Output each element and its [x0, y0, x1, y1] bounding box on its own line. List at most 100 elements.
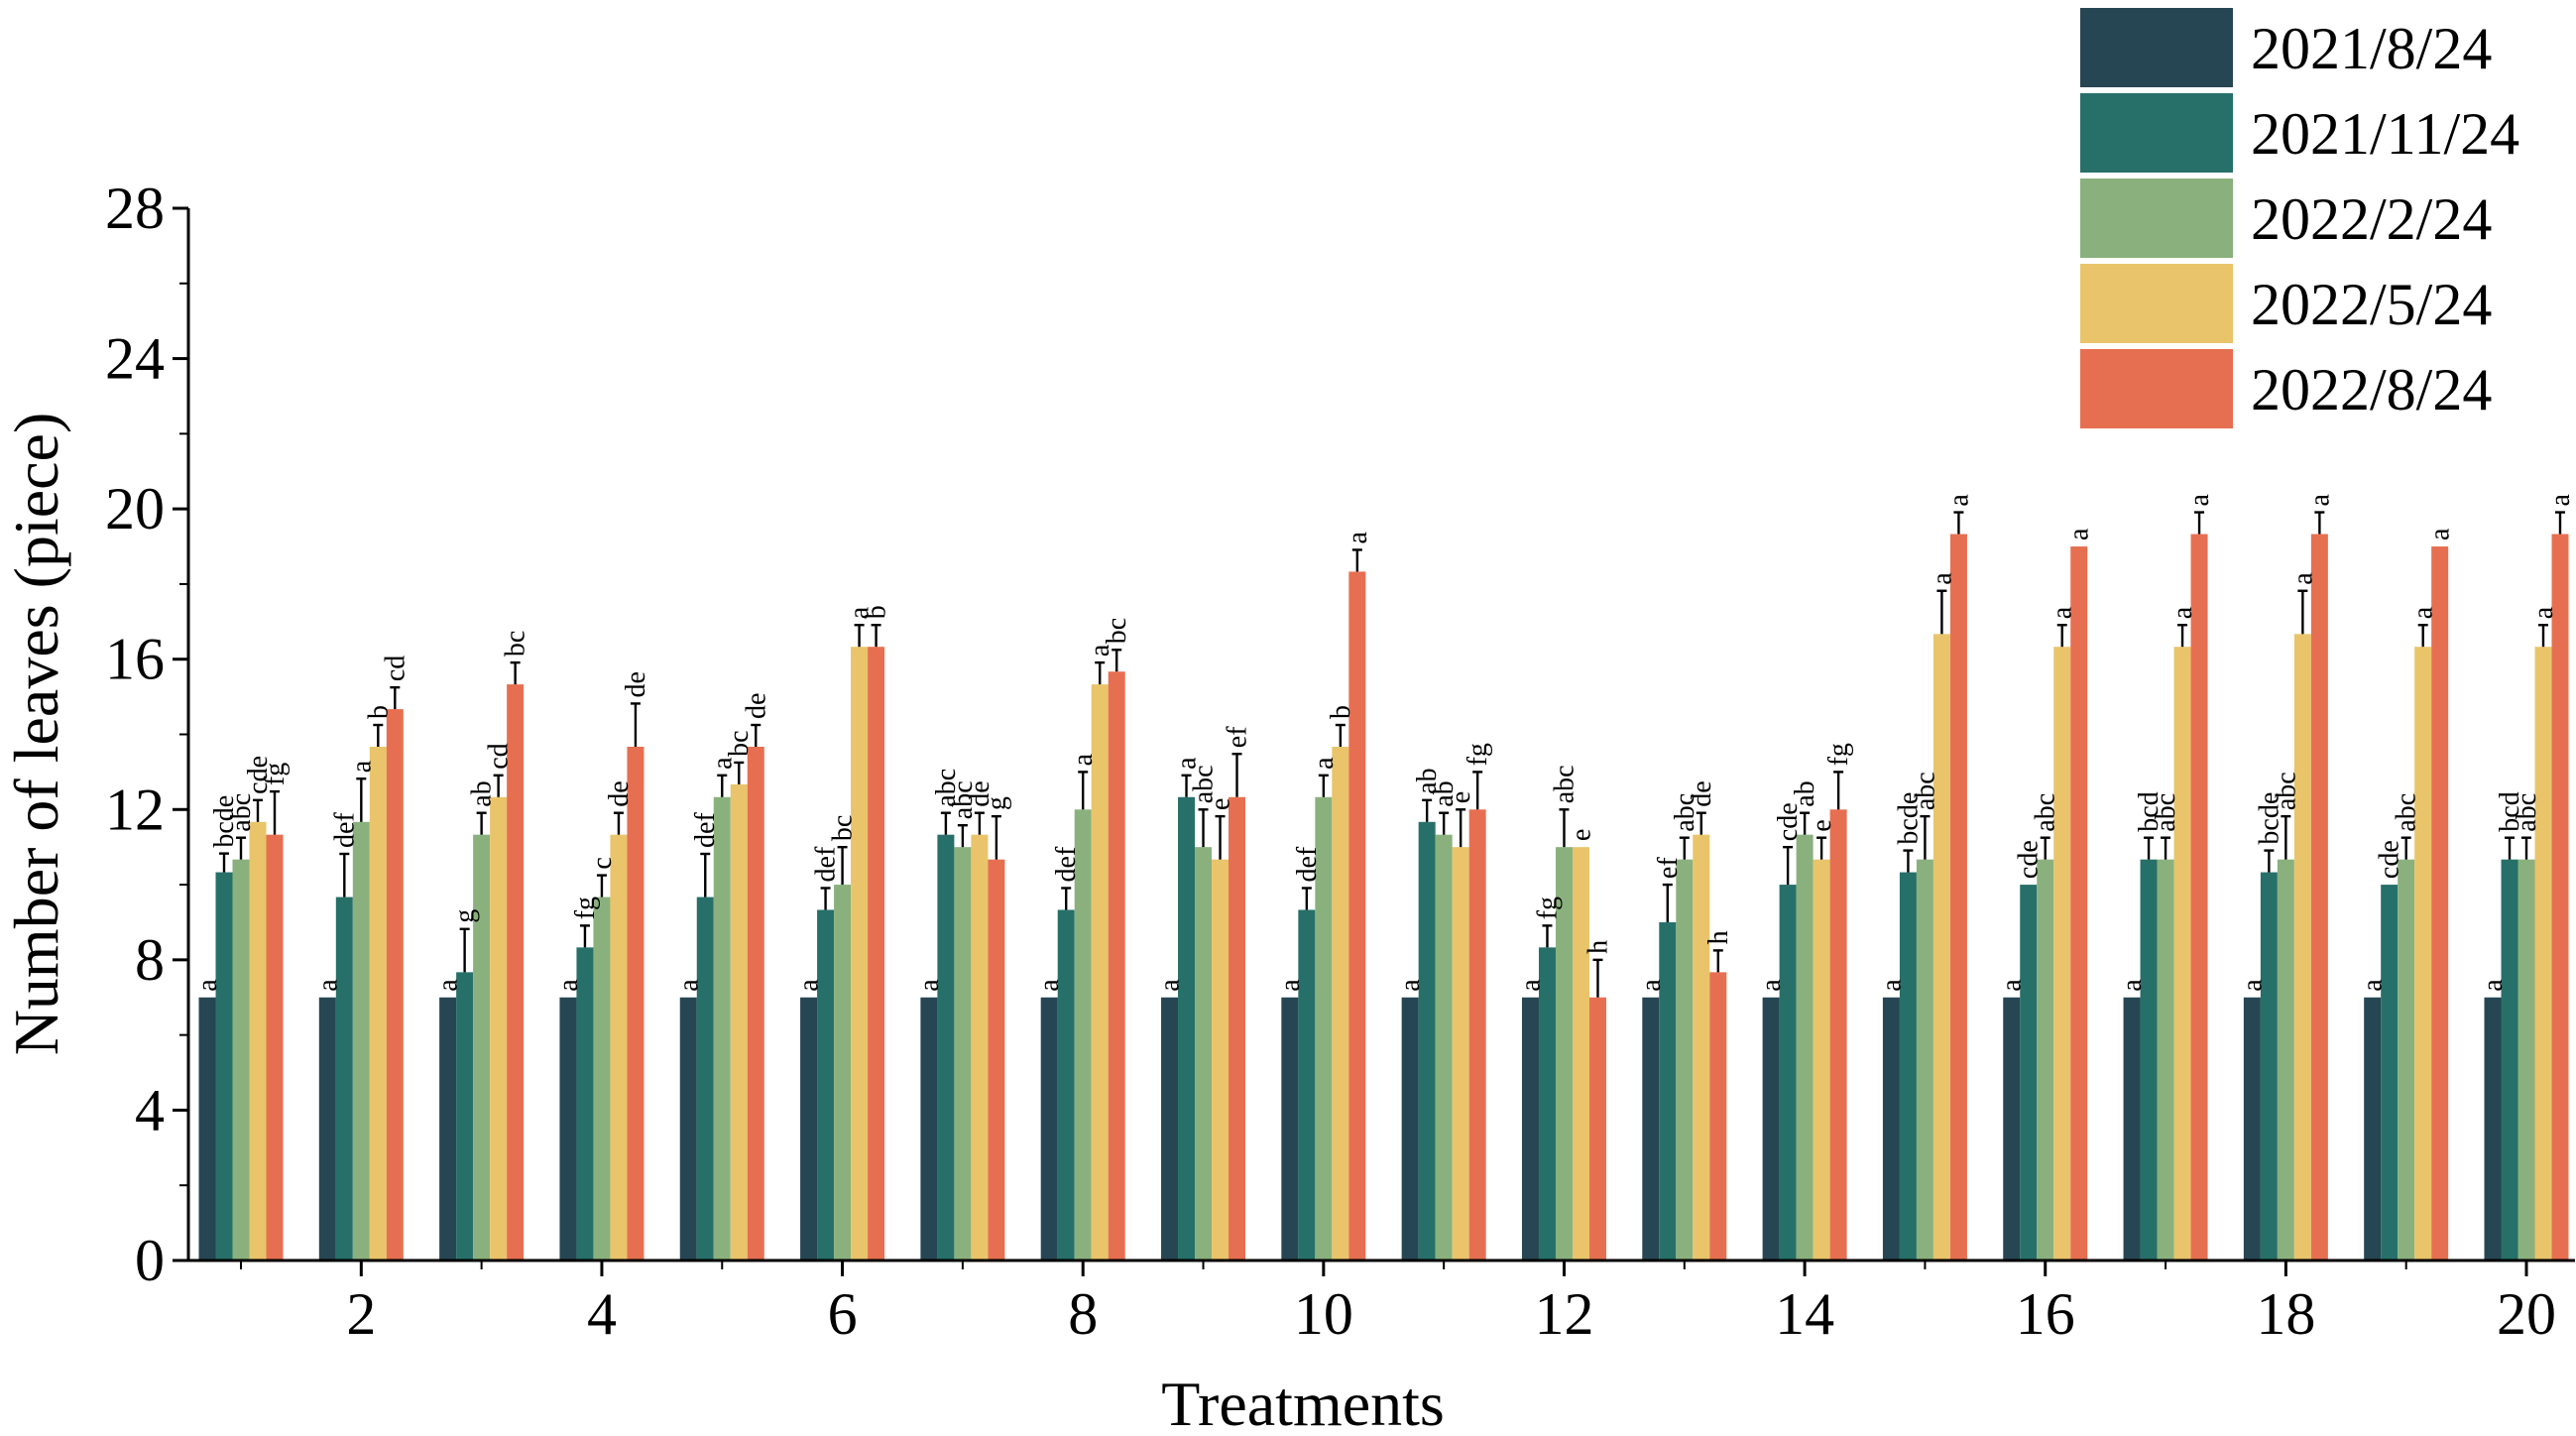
bar-t7-s3 — [954, 847, 972, 1260]
significance-letter-t18-s2: bcde — [2254, 792, 2284, 845]
bar-t4-s3 — [593, 897, 611, 1260]
x-tick-label-8: 8 — [1068, 1281, 1098, 1347]
significance-letter-t8-s4: a — [1085, 644, 1115, 657]
bar-t6-s3 — [834, 885, 852, 1260]
significance-letter-t12-s2: fg — [1532, 897, 1563, 919]
legend-label-1: 2021/8/24 — [2251, 16, 2492, 81]
bar-t9-s5 — [1229, 796, 1246, 1260]
bar-t8-s3 — [1074, 809, 1092, 1260]
x-tick-label-20: 20 — [2497, 1281, 2556, 1347]
legend-label-3: 2022/2/24 — [2251, 186, 2492, 252]
x-tick-label-4: 4 — [587, 1281, 617, 1347]
bar-t10-s1 — [1281, 997, 1299, 1260]
legend-swatch-3 — [2080, 179, 2233, 258]
significance-letter-t19-s5: a — [2425, 528, 2456, 540]
bar-t3-s3 — [473, 834, 491, 1260]
bar-t12-s4 — [1572, 847, 1589, 1260]
y-ticks-layer: 0 4 8 12 16 20 24 28 — [105, 176, 188, 1293]
bar-t1-s1 — [198, 997, 216, 1260]
y-tick-label-16: 16 — [105, 627, 165, 692]
bar-t14-s5 — [1829, 809, 1847, 1260]
significance-letter-t17-s3: abc — [2151, 793, 2181, 832]
y-tick-label-8: 8 — [135, 927, 165, 993]
bar-t7-s2 — [937, 834, 955, 1260]
legend-swatch-4 — [2080, 264, 2233, 343]
significance-letter-t5-s3: a — [707, 757, 738, 770]
x-tick-label-10: 10 — [1294, 1281, 1353, 1347]
significance-letter-t12-s1: a — [1515, 979, 1546, 992]
significance-letter-t4-s2: fg — [570, 897, 601, 919]
bar-t17-s2 — [2140, 859, 2158, 1260]
x-tick-label-12: 12 — [1534, 1281, 1593, 1347]
bar-t7-s4 — [971, 834, 989, 1260]
bar-t10-s2 — [1298, 909, 1316, 1260]
x-tick-label-14: 14 — [1775, 1281, 1834, 1347]
bar-t1-s2 — [215, 872, 233, 1260]
bar-t13-s4 — [1693, 834, 1710, 1260]
significance-letter-t12-s4: e — [1566, 829, 1596, 841]
significance-letter-t16-s5: a — [2064, 528, 2095, 540]
legend-swatch-5 — [2080, 349, 2233, 428]
bar-t14-s3 — [1796, 834, 1814, 1260]
legend-swatch-1 — [2080, 8, 2233, 87]
bar-t14-s4 — [1813, 859, 1830, 1260]
bar-t16-s3 — [2037, 859, 2054, 1260]
significance-letter-t1-s3: abc — [226, 793, 257, 832]
bar-t3-s4 — [490, 796, 508, 1260]
significance-letter-t19-s3: abc — [2392, 793, 2422, 832]
legend-label-2: 2021/11/24 — [2251, 101, 2519, 167]
significance-letter-t7-s1: a — [914, 979, 945, 992]
significance-letter-t10-s3: a — [1309, 757, 1340, 770]
bar-t10-s5 — [1348, 571, 1366, 1260]
significance-letter-t3-s4: cd — [484, 743, 515, 769]
bar-t8-s5 — [1108, 671, 1125, 1260]
significance-letter-t6-s4: a — [845, 606, 876, 619]
bar-t15-s2 — [1899, 872, 1917, 1260]
significance-letter-t2-s4: b — [363, 705, 394, 719]
bar-t5-s3 — [713, 796, 731, 1260]
significance-letter-t6-s5: b — [862, 605, 892, 619]
bar-t19-s2 — [2381, 885, 2399, 1260]
bar-t1-s5 — [266, 834, 284, 1260]
significance-letter-t19-s4: a — [2408, 606, 2439, 619]
bar-t15-s1 — [1882, 997, 1900, 1260]
significance-letter-t11-s4: e — [1446, 791, 1476, 803]
x-ticks-layer: 2 4 6 8 10 12 14 16 18 20 — [240, 1260, 2556, 1347]
bar-t2-s4 — [369, 747, 387, 1260]
x-axis-title: Treatments — [1161, 1369, 1445, 1431]
x-tick-label-16: 16 — [2016, 1281, 2075, 1347]
bar-t11-s3 — [1435, 834, 1453, 1260]
significance-letter-t15-s4: a — [1927, 572, 1957, 585]
significance-letter-t7-s3: abc — [948, 780, 979, 819]
significance-letter-t13-s3: abc — [1670, 793, 1700, 832]
significance-letter-t8-s5: bc — [1102, 618, 1132, 644]
significance-letter-t5-s5: de — [741, 693, 771, 719]
bar-t2-s3 — [352, 821, 370, 1260]
significance-letter-t15-s3: abc — [1910, 772, 1940, 810]
y-axis-title: Number of leaves (piece) — [1, 413, 71, 1056]
significance-letter-t13-s1: a — [1636, 979, 1667, 992]
significance-letter-t17-s5: a — [2184, 494, 2215, 507]
significance-letter-t17-s2: bcd — [2134, 791, 2165, 831]
significance-letter-t20-s2: bcd — [2495, 791, 2525, 831]
significance-letter-t1-s4: cde — [243, 756, 274, 794]
bar-t8-s2 — [1057, 909, 1075, 1260]
bar-t15-s4 — [1932, 634, 1950, 1260]
significance-letter-t13-s5: h — [1703, 930, 1734, 944]
bar-t17-s1 — [2123, 997, 2141, 1260]
bar-t17-s5 — [2190, 534, 2208, 1260]
significance-letter-t12-s5: h — [1582, 940, 1613, 954]
significance-letter-t14-s2: cde — [1773, 802, 1804, 841]
bar-t13-s2 — [1659, 921, 1677, 1260]
bar-t16-s5 — [2070, 546, 2088, 1260]
bar-t12-s2 — [1538, 947, 1556, 1260]
bar-t20-s2 — [2501, 859, 2518, 1260]
bar-t4-s2 — [576, 947, 594, 1260]
significance-letter-t4-s5: de — [621, 671, 651, 697]
legend-label-5: 2022/8/24 — [2251, 357, 2492, 422]
significance-letter-t14-s3: ab — [1790, 780, 1820, 806]
y-tick-label-0: 0 — [135, 1228, 165, 1293]
y-tick-label-4: 4 — [135, 1077, 165, 1142]
significance-letter-t16-s2: cde — [2014, 840, 2045, 879]
